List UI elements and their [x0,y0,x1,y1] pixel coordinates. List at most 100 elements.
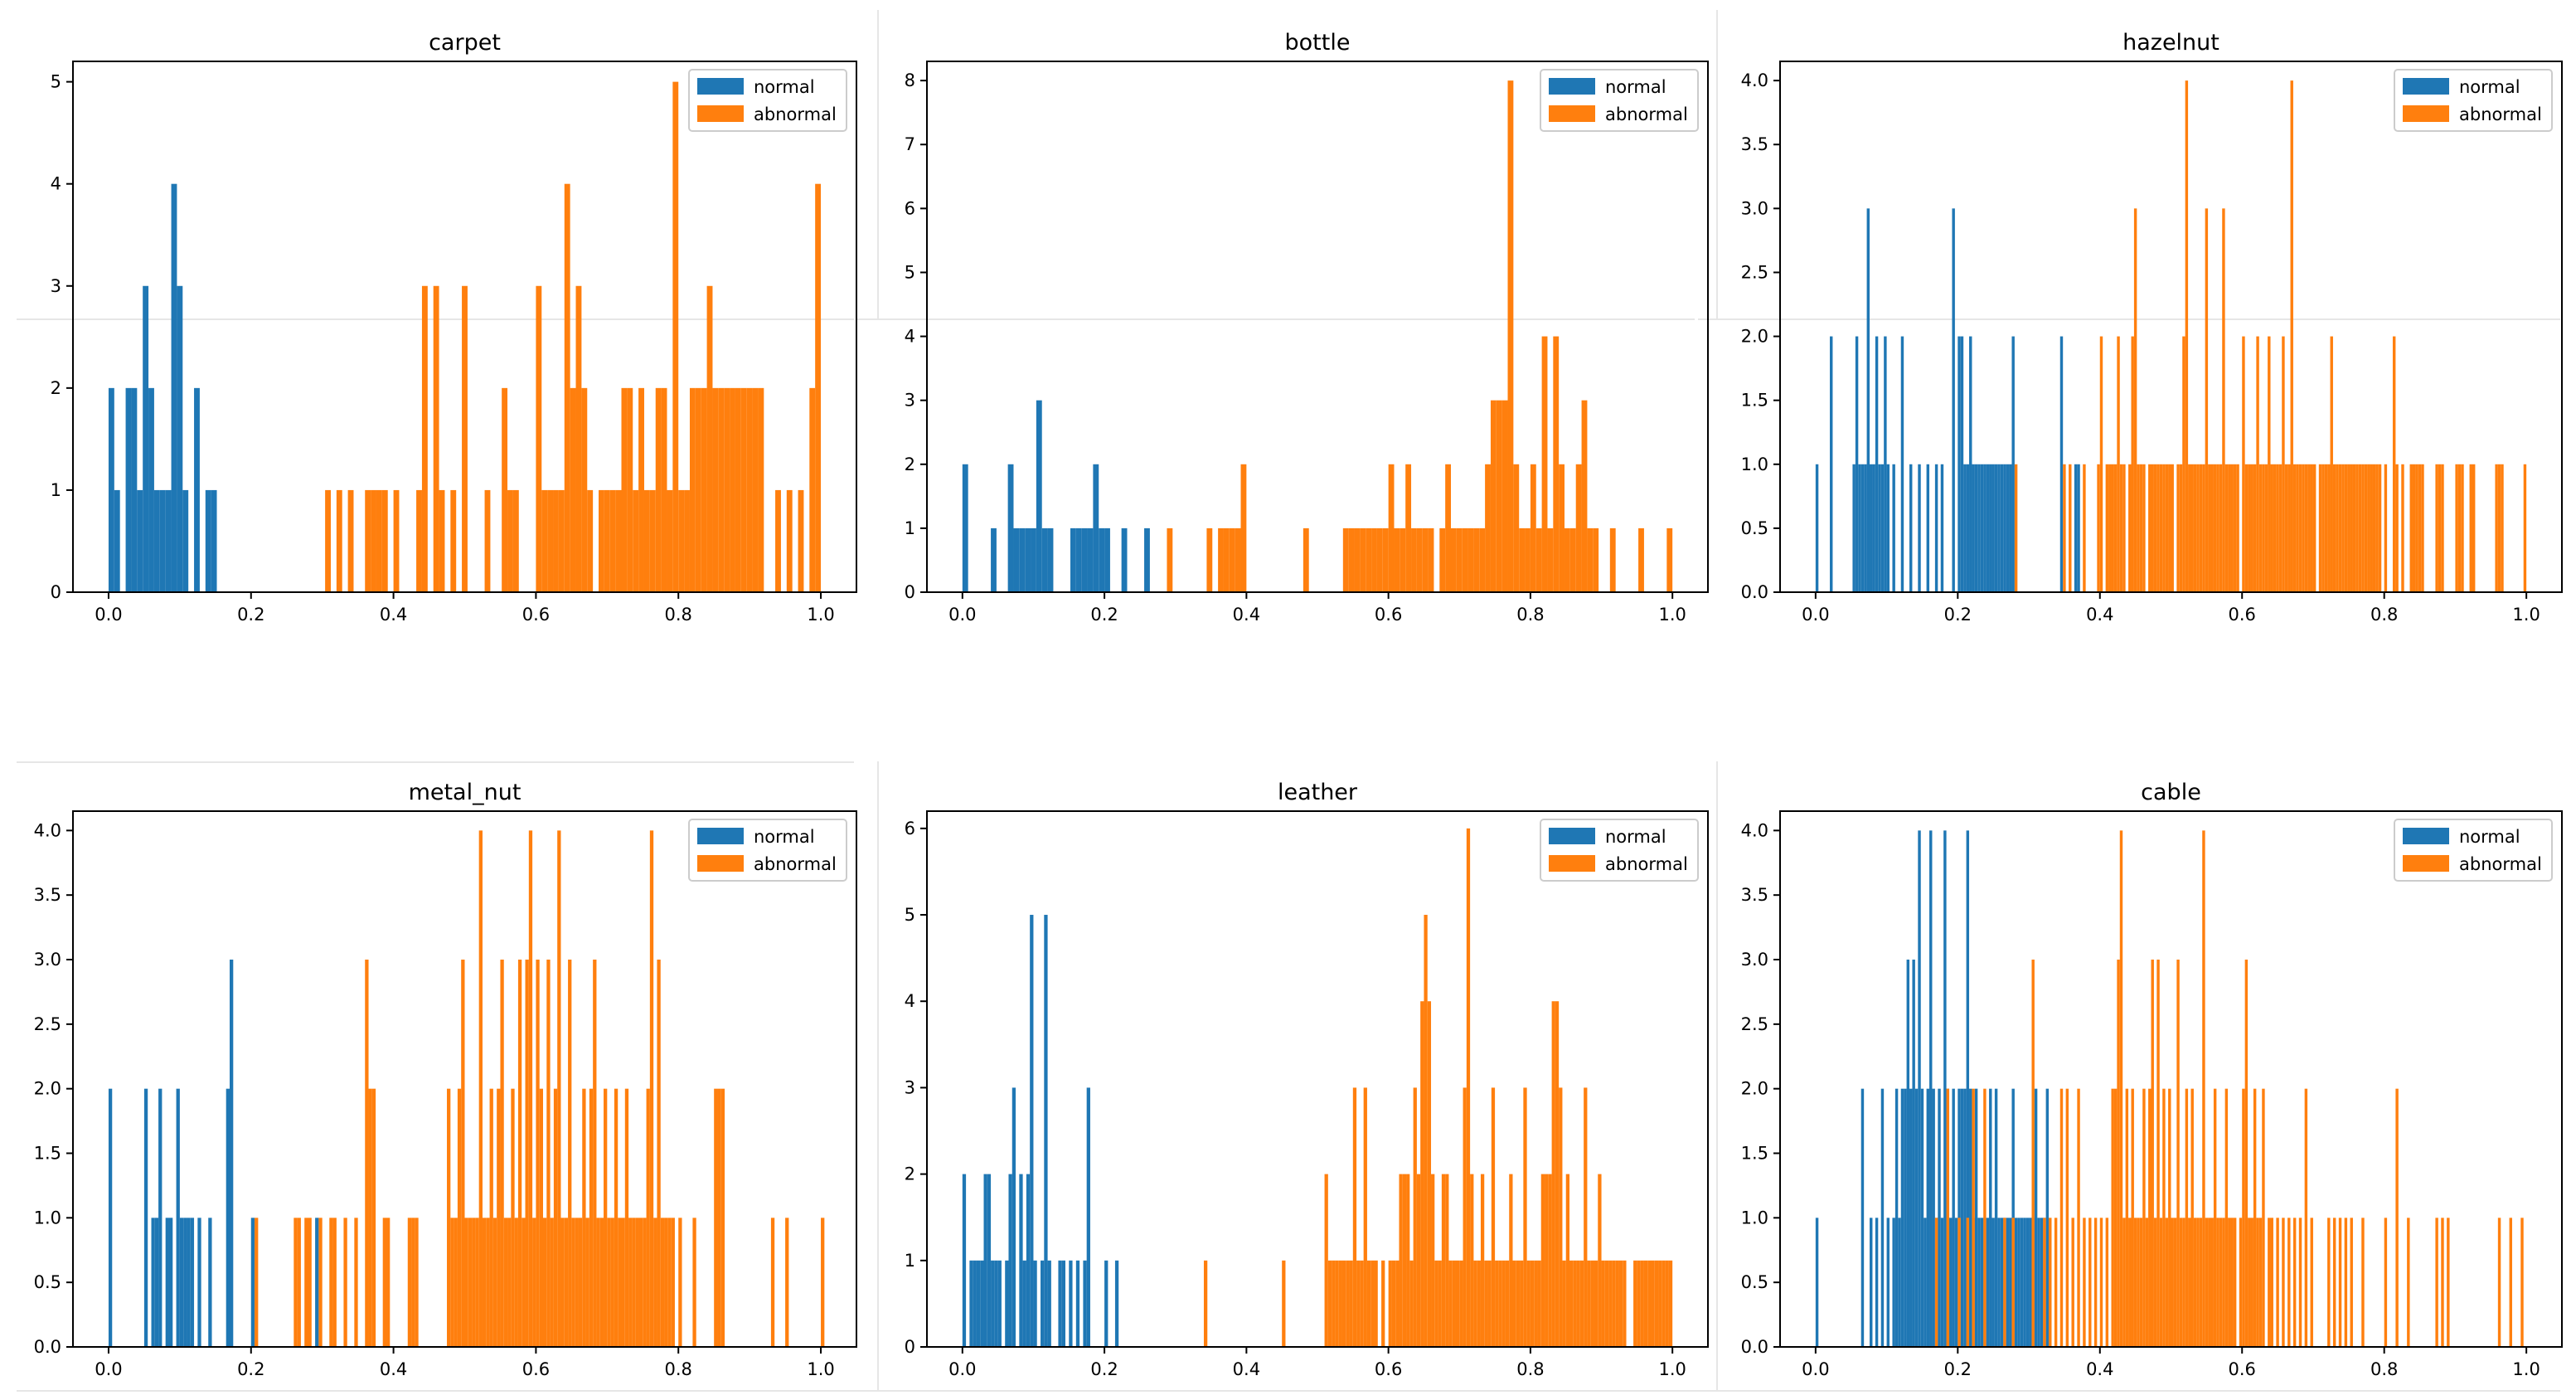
histogram-bar-abnormal [354,1218,358,1347]
histogram-bar-abnormal [376,489,382,592]
histogram-bar-abnormal [2395,464,2399,592]
histogram-bar-abnormal [646,1088,650,1347]
histogram-bar-abnormal [2233,464,2237,592]
histogram-bar-abnormal [1463,1087,1467,1347]
histogram-bar-normal [143,1088,148,1347]
y-tick-label: 0.0 [34,1337,61,1357]
histogram-bar-normal [1860,464,1865,592]
histogram-bar-normal [2009,1218,2012,1347]
histogram-bar-normal [1980,464,1984,592]
histogram-bar-abnormal [2370,464,2373,592]
histogram-bar-normal [1909,464,1913,592]
histogram-bar-abnormal [2228,1218,2231,1347]
histogram-bar-abnormal [1335,1260,1339,1347]
histogram-bar-abnormal [706,285,713,592]
histogram-bar-normal [154,1218,159,1347]
x-tick-label: 0.0 [1802,605,1829,625]
histogram-bar-abnormal [1342,527,1349,592]
histogram-bar-normal [1872,464,1875,592]
histogram-bar-abnormal [1505,1260,1510,1347]
histogram-bar-abnormal [809,387,816,592]
histogram-bar-normal [197,1218,201,1347]
axes-frame [926,810,1709,1348]
histogram-bar-abnormal [1496,400,1502,592]
histogram-bar-abnormal [2298,464,2302,592]
histogram-bar-abnormal [2276,464,2279,592]
histogram-bar-abnormal [2128,1218,2132,1347]
histogram-bar-abnormal [1643,1260,1648,1347]
histogram-bar-abnormal [407,1218,412,1347]
histogram-bar-abnormal [2222,1218,2225,1347]
histogram-bar-abnormal [1487,1260,1492,1347]
histogram-bar-abnormal [2188,464,2191,592]
histogram-bar-abnormal [2338,464,2342,592]
histogram-bar-abnormal [2292,1218,2297,1347]
histogram-bar-normal [148,387,154,592]
histogram-bar-abnormal [609,489,616,592]
histogram-bar-abnormal [1473,527,1480,592]
histogram-bar-abnormal [1615,1260,1619,1347]
histogram-bar-abnormal [2171,1218,2174,1347]
histogram-bar-abnormal [2327,1218,2331,1347]
histogram-bar-abnormal [2131,336,2134,592]
histogram-bar-abnormal [770,1218,775,1347]
histogram-bar-abnormal [2392,336,2396,592]
legend: normal abnormal [2394,69,2553,132]
histogram-bar-normal [969,1260,973,1347]
y-tick-label: 4.0 [34,820,61,840]
y-tick-label: 2 [51,378,61,398]
histogram-bar-abnormal [1584,1087,1588,1347]
histogram-bar-abnormal [1456,527,1463,592]
histogram-bar-normal [1894,1088,1899,1347]
histogram-bar-abnormal [2256,336,2259,592]
histogram-bar-normal [165,489,172,592]
histogram-bar-abnormal [1420,1001,1424,1347]
histogram-bar-abnormal [532,1218,536,1347]
histogram-bar-abnormal [557,830,561,1347]
histogram-bar-abnormal [2248,464,2251,592]
histogram-bar-abnormal [2302,464,2305,592]
chart-hazelnut: hazelnut 0.0 0.2 0.4 0.6 0.8 1.0 0.0 0.5 1.0 1.5 2.… [1741,30,2563,625]
histogram-bar-abnormal [304,1218,308,1347]
histogram-bar-abnormal [2407,1218,2410,1347]
histogram-bar-abnormal [2031,960,2035,1347]
histogram-bar-abnormal [785,1218,789,1347]
legend-label-abnormal: abnormal [1605,854,1688,874]
legend-label-normal: normal [754,827,815,847]
histogram-bar-abnormal [1391,1260,1396,1347]
histogram-bar-normal [2029,1218,2032,1347]
histogram-bar-normal [1083,1260,1087,1347]
histogram-bar-normal [1030,915,1034,1347]
histogram-bar-abnormal [522,1218,526,1347]
histogram-bar-abnormal [2171,464,2174,592]
y-tick-label: 5 [905,262,915,282]
histogram-bar-abnormal [2159,464,2163,592]
y-tick-label: 2 [905,455,915,474]
histogram-bar-abnormal [1413,1087,1417,1347]
histogram-bar-abnormal [468,1218,473,1347]
histogram-bar-abnormal [1324,1174,1328,1347]
y-tick-label: 7 [905,134,915,154]
x-tick-label: 0.4 [380,1359,407,1379]
histogram-bar-abnormal [2153,1218,2157,1347]
histogram-bar-normal [1114,1260,1119,1347]
histogram-bar-abnormal [2054,1218,2058,1347]
histogram-bar-abnormal [547,489,554,592]
histogram-bar-abnormal [2083,464,2086,592]
histogram-bar-normal [1044,915,1048,1347]
histogram-bar-abnormal [2298,1218,2302,1347]
histogram-bar-normal [1938,1088,1941,1347]
histogram-bar-normal [1864,464,1867,592]
histogram-bar-abnormal [2148,464,2152,592]
histogram-bar-abnormal [1966,1218,1970,1347]
histogram-bar-abnormal [2287,464,2291,592]
histogram-bar-abnormal [514,1218,518,1347]
x-tick-label: 0.8 [665,605,692,625]
histogram-bar-abnormal [2117,960,2120,1347]
histogram-bar-normal [176,1088,180,1347]
histogram-bar-abnormal [536,960,540,1347]
histogram-bar-abnormal [2338,1218,2342,1347]
histogram-bar-abnormal [2176,464,2180,592]
histogram-bar-abnormal [2003,1218,2006,1347]
histogram-bar-abnormal [1382,527,1389,592]
